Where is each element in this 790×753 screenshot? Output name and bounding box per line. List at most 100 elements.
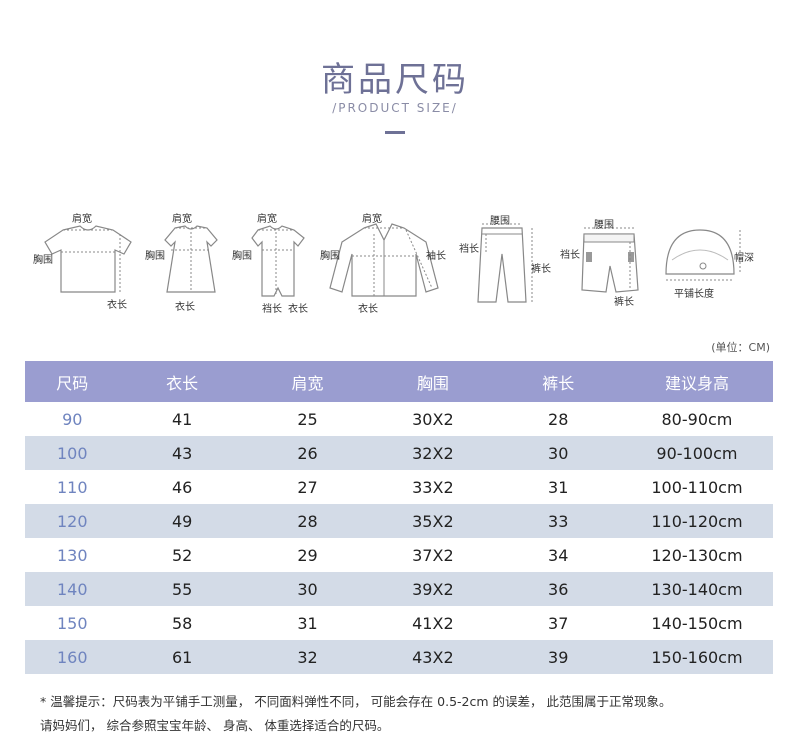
jacket-diagram: 肩宽 胸围 袖长 衣长 — [318, 210, 453, 315]
page-title: 商品尺码 — [321, 60, 469, 100]
header-chest: 胸围 — [370, 361, 496, 402]
hat-diagram: 帽深 平铺长度 — [658, 210, 768, 310]
table-header-row: 尺码 衣长 肩宽 胸围 裤长 建议身高 — [25, 361, 773, 402]
jacket-length-label: 衣长 — [358, 304, 378, 315]
shorts-crotch-label: 裆长 — [560, 250, 580, 261]
cell-height: 140-150cm — [651, 613, 743, 633]
pants-icon — [477, 223, 533, 303]
pants-length-label: 裤长 — [531, 264, 551, 275]
cell-length: 46 — [172, 477, 193, 497]
table-row: 150 58 31 41X2 37 140-150cm — [25, 606, 773, 640]
cell-pants-length: 37 — [548, 613, 569, 633]
dress-chest-label: 胸围 — [145, 251, 165, 262]
table-row: 130 52 29 37X2 34 120-130cm — [25, 538, 773, 572]
cell-shoulder: 27 — [297, 477, 318, 497]
pants-diagram: 腰围 裆长 裤长 — [456, 210, 556, 310]
cell-length: 49 — [119, 504, 245, 538]
cell-shoulder: 25 — [297, 409, 318, 429]
romper-icon — [251, 225, 305, 297]
cell-size: 150 — [56, 613, 88, 633]
cell-height: 110-120cm — [620, 504, 773, 538]
cell-chest: 37X2 — [412, 545, 454, 565]
dress-length-label: 衣长 — [175, 302, 195, 313]
header-shoulder: 肩宽 — [244, 361, 371, 402]
table-row: 110 46 27 33X2 31 100-110cm — [25, 470, 773, 504]
cell-size: 120 — [25, 504, 120, 538]
table-row: 120 49 28 35X2 33 110-120cm — [25, 504, 773, 538]
cell-height: 130-140cm — [620, 572, 773, 606]
cell-size: 160 — [25, 640, 120, 674]
jacket-icon — [329, 223, 439, 297]
cell-length: 61 — [119, 640, 245, 674]
hat-flat-length-label: 平铺长度 — [674, 289, 714, 300]
cell-pants-length: 28 — [548, 409, 569, 429]
shorts-length-label: 裤长 — [614, 297, 634, 308]
cell-length: 55 — [119, 572, 245, 606]
header-height: 建议身高 — [620, 361, 773, 402]
cell-length: 41 — [172, 409, 193, 429]
cell-length: 43 — [119, 436, 245, 470]
cell-size: 100 — [25, 436, 120, 470]
cell-pants-length: 36 — [495, 572, 621, 606]
dress-icon — [164, 225, 218, 293]
shorts-diagram: 腰围 裆长 裤长 — [560, 210, 655, 310]
title-underline — [385, 131, 405, 134]
jacket-chest-label: 胸围 — [320, 251, 340, 262]
cell-pants-length: 30 — [495, 436, 621, 470]
romper-crotch-label: 裆长 — [262, 304, 282, 315]
tshirt-shoulder-label: 肩宽 — [72, 214, 92, 225]
cell-pants-length: 39 — [495, 640, 621, 674]
cell-shoulder: 26 — [244, 436, 371, 470]
unit-note: (单位：CM) — [711, 341, 770, 354]
cell-pants-length: 34 — [548, 545, 569, 565]
cell-length: 52 — [172, 545, 193, 565]
cell-size: 130 — [56, 545, 88, 565]
tshirt-icon — [44, 225, 132, 293]
cell-chest: 39X2 — [370, 572, 496, 606]
cell-height: 150-160cm — [620, 640, 773, 674]
table-row: 140 55 30 39X2 36 130-140cm — [25, 572, 773, 606]
pants-crotch-label: 裆长 — [459, 244, 479, 255]
cell-size: 140 — [25, 572, 120, 606]
cell-pants-length: 33 — [495, 504, 621, 538]
cell-chest: 30X2 — [412, 409, 454, 429]
cell-height: 90-100cm — [620, 436, 773, 470]
cell-shoulder: 29 — [297, 545, 318, 565]
tshirt-chest-label: 胸围 — [33, 255, 53, 266]
size-table: 尺码 衣长 肩宽 胸围 裤长 建议身高 90 41 25 30X2 28 80-… — [25, 361, 773, 674]
cell-height: 100-110cm — [651, 477, 743, 497]
header-pants-length: 裤长 — [495, 361, 621, 402]
cell-shoulder: 28 — [244, 504, 371, 538]
header-length: 衣长 — [119, 361, 245, 402]
cell-height: 120-130cm — [651, 545, 743, 565]
cell-chest: 41X2 — [412, 613, 454, 633]
cell-size: 110 — [56, 477, 88, 497]
cell-length: 58 — [172, 613, 193, 633]
jacket-sleeve-label: 袖长 — [426, 251, 446, 262]
note-line-2: 请妈妈们， 综合参照宝宝年龄、 身高、 体重选择适合的尺码。 — [40, 718, 390, 733]
romper-diagram: 肩宽 胸围 裆长 衣长 — [232, 210, 322, 315]
tshirt-length-label: 衣长 — [107, 300, 127, 311]
cell-chest: 43X2 — [370, 640, 496, 674]
cell-shoulder: 30 — [244, 572, 371, 606]
cell-shoulder: 31 — [297, 613, 318, 633]
page-subtitle: /PRODUCT SIZE/ — [332, 101, 458, 115]
header-size: 尺码 — [25, 361, 120, 402]
shorts-icon — [581, 227, 639, 293]
tshirt-diagram: 肩宽 胸围 衣长 — [33, 210, 140, 311]
shorts-waist-label: 腰围 — [594, 220, 614, 231]
hat-icon — [665, 229, 741, 281]
cell-chest: 35X2 — [370, 504, 496, 538]
note-line-1: * 温馨提示：尺码表为平铺手工测量， 不同面料弹性不同， 可能会存在 0.5-2… — [40, 694, 672, 709]
dress-shoulder-label: 肩宽 — [172, 214, 192, 225]
table-row: 90 41 25 30X2 28 80-90cm — [25, 402, 773, 436]
romper-length-label: 衣长 — [288, 304, 308, 315]
cell-pants-length: 31 — [548, 477, 569, 497]
cell-chest: 33X2 — [412, 477, 454, 497]
cell-shoulder: 32 — [244, 640, 371, 674]
romper-chest-label: 胸围 — [232, 251, 252, 262]
dress-diagram: 肩宽 胸围 衣长 — [145, 210, 235, 313]
table-row: 100 43 26 32X2 30 90-100cm — [25, 436, 773, 470]
romper-shoulder-label: 肩宽 — [257, 214, 277, 225]
cell-chest: 32X2 — [370, 436, 496, 470]
